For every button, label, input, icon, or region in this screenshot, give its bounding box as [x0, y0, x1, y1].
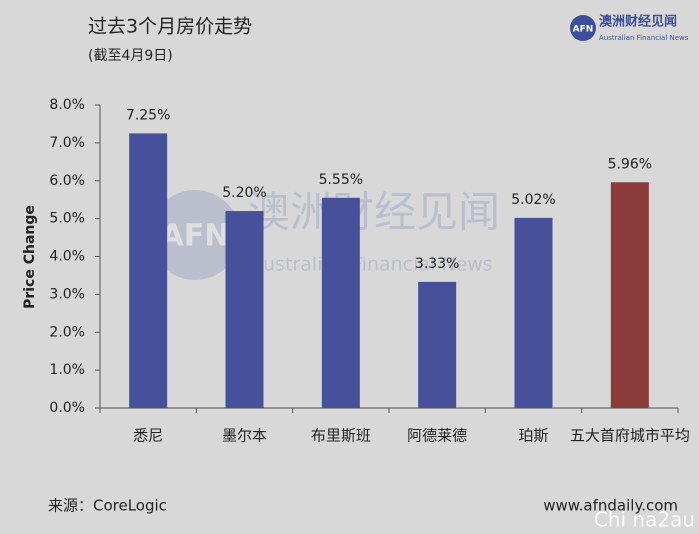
value-label: 7.25% [126, 107, 170, 123]
y-tick-label: 4.0% [49, 249, 85, 265]
y-tick-label: 5.0% [49, 211, 85, 227]
chart-subtitle: (截至4月9日) [88, 48, 173, 64]
bar [610, 182, 649, 408]
y-tick-label: 6.0% [49, 173, 85, 189]
bar [514, 217, 553, 408]
chart-title: 过去3个月房价走势 [88, 16, 252, 38]
x-tick-label: 悉尼 [133, 427, 163, 445]
y-tick-label: 1.0% [49, 362, 85, 378]
bar [321, 197, 360, 408]
y-tick-label: 7.0% [49, 135, 85, 151]
logo-subname: Australian Financial News [599, 34, 689, 42]
watermark-mark: AFN [161, 219, 230, 254]
bar [129, 133, 168, 408]
x-tick-label: 珀斯 [518, 427, 548, 445]
y-tick-label: 2.0% [49, 324, 85, 340]
x-tick-label: 阿德莱德 [407, 427, 467, 445]
logo-circle [570, 15, 596, 41]
source: 来源：CoreLogic [48, 497, 167, 515]
logo-mark: AFN [573, 25, 594, 35]
x-tick-label: 布里斯班 [311, 427, 371, 445]
y-tick-label: 3.0% [49, 286, 85, 302]
value-label: 5.55% [319, 172, 363, 188]
website: www.afndaily.com [543, 497, 678, 515]
x-tick-label: 墨尔本 [222, 427, 267, 445]
bar [418, 281, 457, 408]
watermark-circle [150, 190, 240, 280]
watermark-name: 澳洲财经见闻 [248, 188, 500, 237]
bar [225, 211, 264, 408]
y-axis-label: Price Change [22, 205, 38, 309]
value-label: 5.02% [511, 192, 555, 208]
logo-name: 澳洲财经见闻 [599, 14, 677, 30]
value-label: 5.20% [222, 185, 266, 201]
y-tick-label: 0.0% [49, 400, 85, 416]
watermark-text: Chi na2au [594, 508, 695, 532]
value-label: 3.33% [415, 256, 459, 272]
watermark-logo: AFN 澳洲财经见闻 Australian Financial News [150, 188, 500, 280]
value-label: 5.96% [608, 156, 652, 172]
x-tick-label: 五大首府城市平均 [570, 427, 690, 445]
y-tick-label: 8.0% [49, 97, 85, 113]
watermark-subname: Australian Financial News [250, 254, 493, 276]
